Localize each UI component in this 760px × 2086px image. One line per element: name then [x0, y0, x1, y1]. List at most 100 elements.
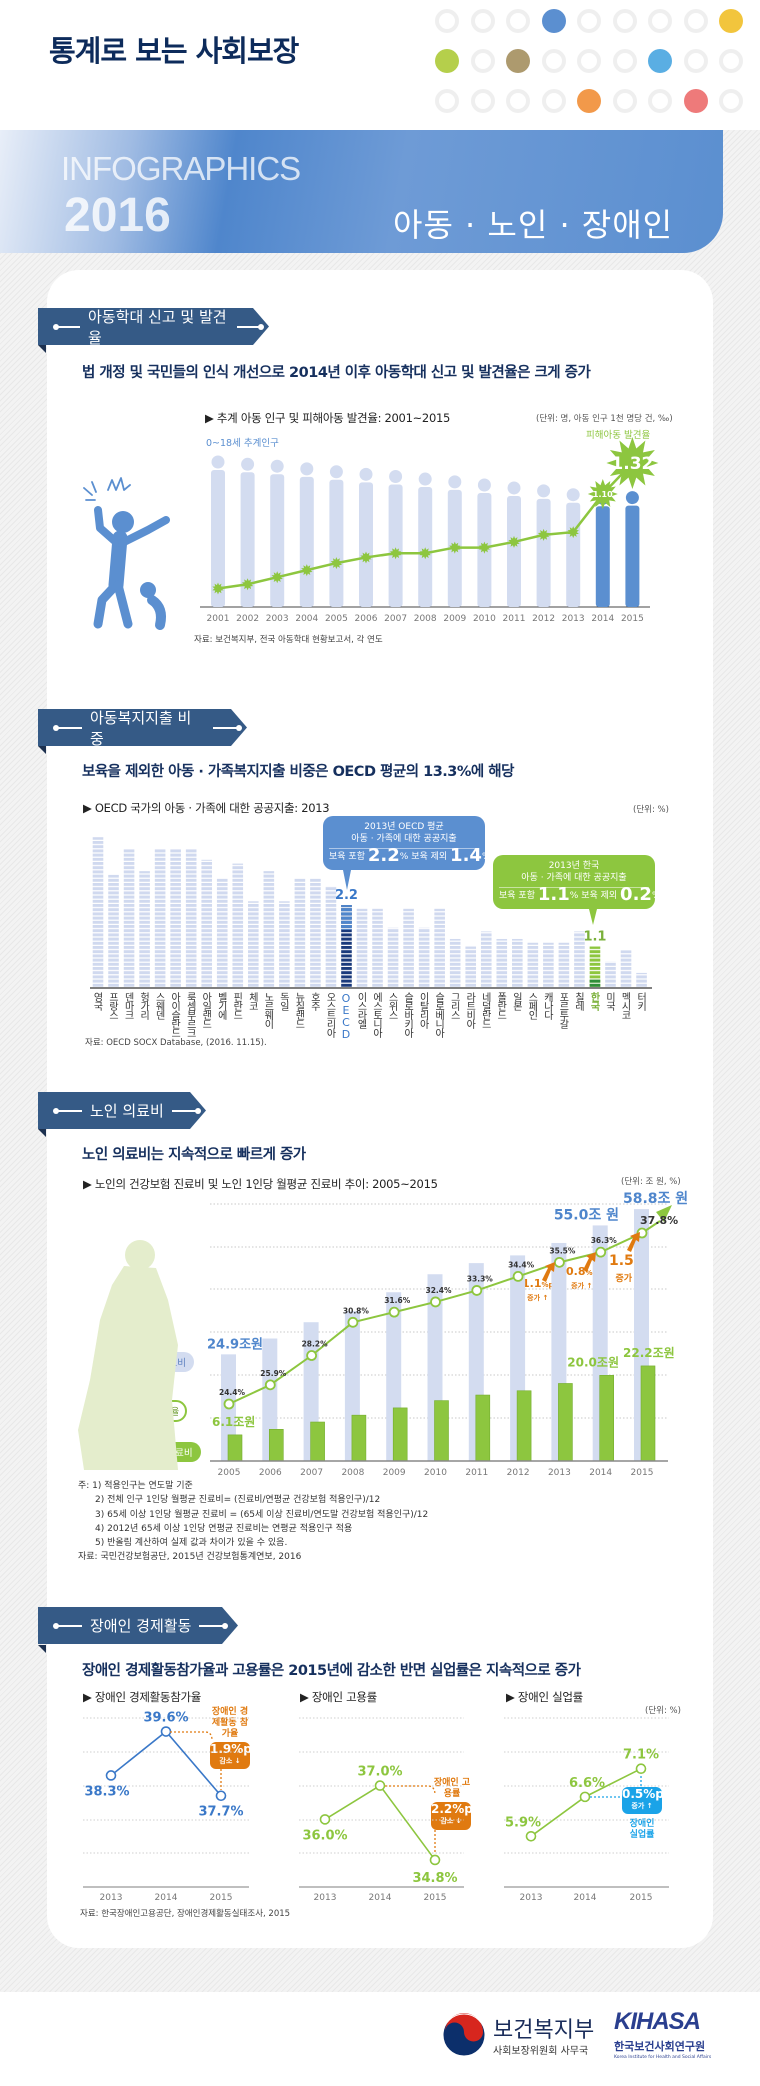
country-label: 한국 [587, 992, 599, 1010]
country-label: 룩셈부르크 [184, 992, 196, 1037]
rate-line [324, 1784, 436, 1861]
rate-starburst [606, 437, 659, 489]
ring-dot [577, 49, 601, 73]
chart-unit: (단위: 조 원, %) [621, 1177, 681, 1187]
population-bar [507, 495, 521, 607]
ratio-data-label: 32.4% [426, 1286, 453, 1295]
country-label: 뉴질랜드 [292, 992, 304, 1028]
callout-excl-value: 1.4 [450, 845, 482, 866]
ratio-marker [512, 1271, 524, 1282]
country-label: 호주 [308, 992, 320, 1010]
rate-data-label: 1.32 [611, 454, 653, 474]
pct: % [651, 891, 661, 901]
rate-marker [525, 1831, 537, 1842]
elderly-cost-bar [475, 1394, 491, 1462]
year-tick-label: 2014 [574, 1893, 597, 1903]
rate-marker [478, 541, 491, 554]
year-tick-label: 2003 [266, 614, 289, 624]
increase-unit: %p [541, 1281, 554, 1289]
decorative-dot-grid [435, 9, 755, 119]
bar-폴란드 [496, 938, 508, 988]
banner: INFOGRAPHICS 2016 아동 · 노인 · 장애인 [0, 130, 723, 253]
tab-line-right [237, 326, 261, 328]
country-label: 아이슬란드 [168, 992, 180, 1037]
bar-멕시코 [620, 950, 632, 988]
bar-라트비아 [465, 946, 477, 988]
taegeuk-icon [442, 2013, 486, 2057]
banner-kicker: INFOGRAPHICS [61, 150, 301, 187]
country-label: 체코 [246, 992, 258, 1010]
ring-dot [683, 9, 708, 33]
country-label: 슬로바키아 [401, 992, 413, 1037]
rate-data-label: 37.0% [357, 1765, 402, 1780]
bar-미국 [605, 961, 616, 988]
ring-dot [506, 89, 530, 113]
tab-line-left [56, 727, 82, 729]
year-tick-label: 2001 [207, 614, 230, 624]
footnote: 3) 65세 이상 1인당 월평균 진료비 = (65세 이상 진료비/연도말 … [95, 1509, 429, 1520]
ratio-data-label: 36.3% [591, 1236, 618, 1245]
section-tab-label: 노인 의료비 [90, 1102, 164, 1120]
population-bar [270, 474, 285, 607]
ratio-data-label: 24.4% [219, 1388, 246, 1397]
callout-connector [385, 1785, 436, 1796]
increase-unit: %p [585, 1269, 598, 1277]
chart-unit: (단위: %) [633, 805, 669, 815]
bar-스페인 [527, 942, 539, 988]
year-tick-label: 2008 [341, 1468, 364, 1478]
source-note: 자료: OECD SOCX Database, (2016. 11.15). [85, 1038, 267, 1048]
tab-line-right [213, 727, 239, 729]
year-tick-label: 2008 [414, 614, 437, 624]
population-bar [625, 505, 640, 607]
chart-unit: (단위: 명, 아동 인구 1천 명당 건, ‰) [536, 414, 673, 424]
tab-line-left [56, 1110, 82, 1112]
banner-topic: 아동 · 노인 · 장애인 [393, 206, 674, 244]
ratio-data-label: 35.5% [549, 1246, 576, 1255]
footnote: 4) 2012년 65세 이상 1인당 연평균 진료비는 연평균 적용인구 적용 [95, 1523, 353, 1534]
tab-fold [38, 746, 46, 754]
country-label: 노르웨이 [261, 992, 273, 1028]
year-tick-label: 2013 [520, 1893, 543, 1903]
ring-dot [612, 89, 637, 113]
bar-영국 [92, 837, 104, 988]
rate-marker [271, 571, 283, 584]
increase-arrow [627, 1232, 640, 1252]
population-bar [211, 470, 225, 607]
population-bar-head [507, 481, 521, 495]
ratio-marker [595, 1246, 607, 1258]
country-label: 스페인 [525, 992, 537, 1019]
bar-data-label: 2.2 [335, 888, 358, 903]
ratio-data-label: 30.8% [343, 1306, 370, 1315]
colored-dot [577, 89, 601, 113]
callout-connector [170, 1731, 213, 1741]
elderly-cost-bar [227, 1434, 243, 1462]
tab-fold [38, 345, 46, 353]
bar-칠레 [574, 931, 585, 988]
colored-dot [719, 9, 743, 33]
bar-프랑스 [108, 874, 119, 988]
ratio-marker [264, 1379, 276, 1391]
bar-호주 [310, 878, 321, 988]
rate-marker [419, 547, 431, 560]
rate-data-label: 37.7% [198, 1805, 243, 1820]
increase-label: 증가 ↑ [527, 1294, 549, 1302]
callout-line: 아동 · 가족에 대한 공공지출 [521, 873, 627, 883]
legend-population: 0~18세 추계인구 [206, 438, 279, 449]
country-label: 멕시코 [619, 992, 631, 1019]
population-bar [240, 472, 255, 607]
year-tick-label: 2015 [630, 1893, 653, 1903]
elderly-ratio-line [228, 1220, 661, 1405]
population-bar-head [241, 457, 255, 471]
callout-value: 2.2%p [431, 1802, 473, 1816]
callout-label: 장애인 실업률 [629, 1819, 655, 1840]
year-tick-label: 2013 [548, 1468, 571, 1478]
bar-뉴질랜드 [294, 878, 306, 988]
ring-dot [648, 89, 672, 113]
callout-incl-value: 1.1 [537, 884, 570, 905]
year-tick-label: 2015 [621, 614, 644, 624]
callout-label: 장애인 고용률 [433, 1778, 471, 1799]
rate-data-label: 6.6% [569, 1776, 605, 1791]
section-tab-label: 아동학대 신고 및 발견율 [88, 307, 227, 347]
country-label: 에스토니아 [370, 992, 382, 1037]
bar-한국 [589, 946, 601, 988]
